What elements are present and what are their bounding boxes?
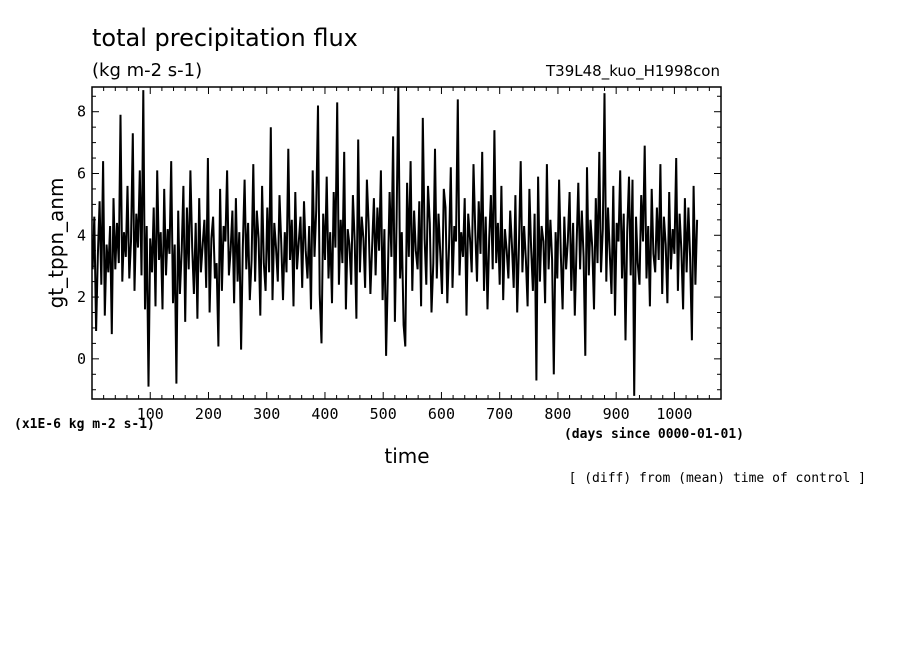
y-tick-label: 0: [77, 350, 86, 368]
y-tick-label: 4: [77, 226, 86, 244]
x-tick-label: 800: [544, 405, 571, 423]
y-scale-note: (x1E-6 kg m-2 s-1): [14, 417, 155, 432]
y-tick-label: 2: [77, 288, 86, 306]
run-label: T39L48_kuo_H1998con: [545, 62, 720, 81]
x-tick-label: 400: [311, 405, 338, 423]
y-tick-label: 6: [77, 164, 86, 182]
footnote: [ (diff) from (mean) time of control ]: [569, 471, 866, 486]
x-tick-label: 600: [428, 405, 455, 423]
x-tick-label: 300: [253, 405, 280, 423]
y-axis: 0 2 4 6 8: [77, 95, 721, 391]
x-units-label: (days since 0000-01-01): [564, 427, 744, 442]
x-tick-label: 700: [486, 405, 513, 423]
y-axis-label: gt_tppn_anm: [44, 178, 68, 309]
x-axis-label: time: [384, 444, 429, 468]
series-line: [92, 87, 699, 396]
y-tick-label: 8: [77, 103, 86, 121]
x-tick-label: 900: [603, 405, 630, 423]
plot-area: [92, 87, 699, 396]
chart-subtitle: (kg m-2 s-1): [92, 60, 202, 81]
chart-title: total precipitation flux: [92, 24, 358, 52]
x-tick-label: 100: [137, 405, 164, 423]
x-tick-label: 200: [195, 405, 222, 423]
x-tick-label: 500: [370, 405, 397, 423]
x-tick-label: 1000: [656, 405, 692, 423]
x-axis: 100 200 300 400 500 600 700 800 900 1000: [103, 87, 710, 423]
